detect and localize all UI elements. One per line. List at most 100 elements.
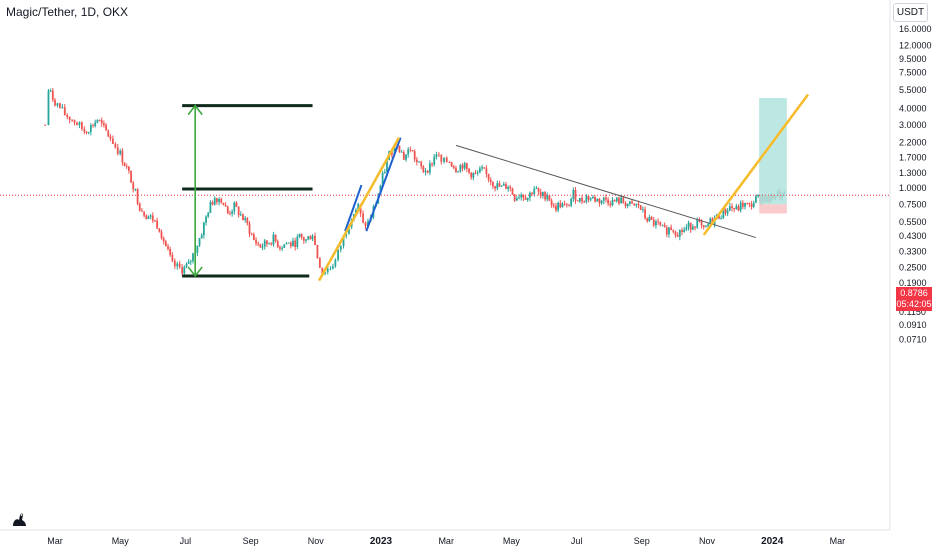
candle-body — [151, 215, 154, 221]
candle-body — [85, 131, 88, 133]
candle-body — [709, 218, 712, 225]
candle-body — [650, 216, 653, 220]
candle-body — [216, 198, 218, 203]
candle-body — [542, 192, 544, 196]
candle-body — [300, 233, 303, 238]
candle-body — [592, 196, 594, 199]
candle-body — [565, 204, 568, 206]
candle-body — [707, 224, 709, 226]
candle-body — [461, 165, 464, 169]
candle-body — [239, 214, 242, 216]
candle-body — [68, 116, 71, 120]
candle-body — [314, 235, 316, 245]
candle-body — [468, 168, 470, 173]
candle-body — [429, 163, 431, 173]
candle-body — [509, 186, 512, 189]
currency-selector[interactable]: USDT — [893, 3, 928, 22]
candle-body — [496, 183, 499, 189]
candle-body — [92, 125, 94, 127]
candle-body — [752, 202, 755, 207]
candle-body — [546, 195, 549, 200]
candle-body — [233, 202, 236, 212]
descending-trendline — [455, 144, 757, 239]
candle-body — [141, 210, 143, 212]
candle-body — [298, 233, 301, 237]
candle-body — [326, 268, 329, 273]
candle-body — [183, 266, 186, 274]
candle-body — [209, 202, 212, 213]
candle-body — [316, 244, 319, 259]
candle-body — [648, 216, 651, 222]
candle-body — [309, 236, 312, 240]
candle-body — [555, 205, 557, 211]
candle-body — [54, 99, 56, 106]
candle-body — [411, 149, 414, 152]
candle-body — [596, 198, 599, 202]
candle-body — [524, 197, 527, 200]
candle-body — [56, 103, 59, 106]
candle-body — [246, 218, 249, 224]
y-tick-label: 1.7000 — [899, 152, 927, 162]
candle-body — [381, 173, 384, 186]
candle-body — [531, 192, 533, 195]
candle-body — [470, 172, 473, 178]
candle-body — [696, 219, 699, 228]
y-axis: 16.0000 12.0000 9.5000 7.5000 5.5000 4.0000 3.… — [889, 0, 932, 530]
x-tick-label: Sep — [243, 536, 259, 546]
x-tick-label: May — [503, 536, 521, 546]
candle-body — [537, 188, 540, 192]
candle-body — [681, 230, 683, 232]
candle-body — [415, 159, 418, 162]
candle-body — [83, 128, 86, 132]
candle-body — [628, 201, 631, 204]
candle-body — [478, 168, 481, 173]
candle-body — [578, 197, 581, 202]
y-tick-label: 7.5000 — [899, 67, 927, 77]
candle-body — [244, 218, 247, 220]
candle-body — [252, 234, 255, 240]
candle-body — [607, 199, 610, 204]
candle-body — [485, 168, 488, 174]
candle-body — [526, 197, 529, 200]
candle-body — [455, 168, 457, 173]
y-tick-label: 5.5000 — [899, 85, 927, 95]
candle-body — [746, 203, 749, 204]
y-tick-label: 3.0000 — [899, 120, 927, 130]
candle-body — [633, 203, 636, 206]
x-tick-label: Mar — [830, 536, 846, 546]
candle-body — [605, 197, 607, 200]
candle-body — [248, 223, 251, 234]
candle-body — [61, 107, 64, 109]
candle-body — [735, 206, 738, 210]
candle-body — [507, 186, 510, 189]
candle-body — [489, 179, 492, 182]
candle-body — [98, 120, 101, 121]
candle-body — [134, 189, 137, 190]
candle-body — [116, 147, 119, 154]
candle-body — [672, 230, 675, 232]
candle-body — [487, 173, 490, 180]
yellow-trend-line — [702, 93, 810, 236]
candle-body — [292, 240, 294, 247]
candle-body — [572, 189, 575, 199]
candle-body — [494, 186, 496, 189]
candle-body — [646, 218, 649, 222]
candle-body — [311, 235, 314, 240]
candle-body — [283, 244, 286, 248]
candle-body — [362, 213, 364, 223]
candle-body — [737, 206, 740, 211]
candle-body — [58, 103, 61, 109]
candle-body — [160, 231, 163, 239]
candle-body — [149, 215, 152, 217]
candle-body — [744, 203, 746, 207]
candle-body — [426, 171, 429, 173]
last-price-badge: 0.8786 05:42:05 — [896, 287, 932, 311]
y-tick-label: 4.0000 — [899, 103, 927, 113]
candle-body — [339, 246, 342, 250]
candle-body — [548, 195, 551, 201]
candle-body — [143, 211, 146, 216]
candle-body — [741, 202, 744, 207]
tradingview-logo-icon[interactable] — [10, 510, 30, 535]
candle-body — [276, 241, 279, 248]
